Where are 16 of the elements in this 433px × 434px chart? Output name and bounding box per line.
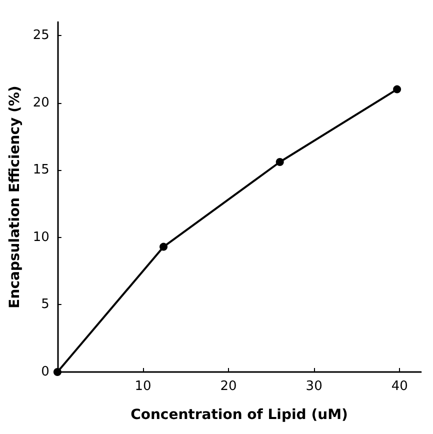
x-tick-label: 30 [306,379,322,394]
x-tick-label: 10 [134,379,152,394]
y-tick-label: 20 [32,95,50,110]
y-tick-label: 0 [41,364,50,380]
x-axis-title: Concentration of Lipid (uM) [130,407,348,423]
x-tick-label: 20 [220,379,237,394]
y-tick-label: 25 [32,28,50,43]
y-axis-title: Encapsulation Efficiency (%) [7,86,23,308]
x-tick-label: 40 [391,379,408,394]
point [276,158,284,166]
y-tick-label: 10 [32,230,50,245]
y-tick-label: 15 [32,162,50,178]
point [53,368,62,376]
point [393,85,402,94]
point [160,242,168,251]
y-tick-label: 5 [41,297,50,312]
